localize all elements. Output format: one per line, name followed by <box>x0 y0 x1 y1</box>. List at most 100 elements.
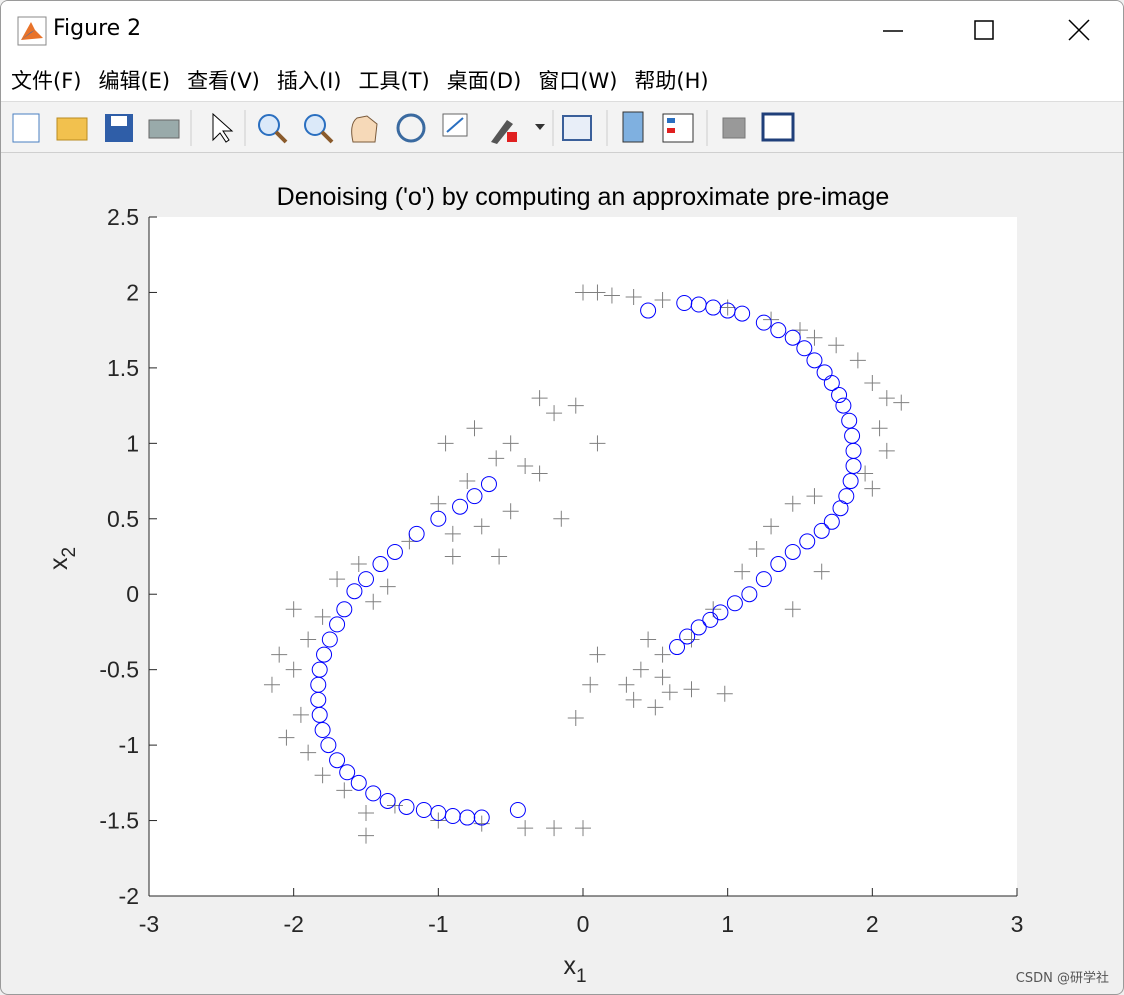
menu-item[interactable]: 桌面(D) <box>446 69 522 93</box>
data-point <box>625 288 642 305</box>
data-point <box>841 412 858 429</box>
x-tick-label: -2 <box>283 911 303 937</box>
data-point <box>292 706 309 723</box>
tool-button[interactable] <box>442 113 468 137</box>
data-point <box>741 586 758 603</box>
data-point <box>314 608 331 625</box>
data-point <box>502 435 519 452</box>
data-point <box>437 435 454 452</box>
data-point <box>320 737 337 754</box>
y-axis-label-text: x <box>45 557 73 570</box>
x-tick-label: -1 <box>428 911 448 937</box>
data-point <box>336 782 353 799</box>
data-point <box>517 457 534 474</box>
x-tick-label: 0 <box>577 911 590 937</box>
data-point <box>823 374 840 391</box>
data-point <box>466 488 483 505</box>
tool-button[interactable] <box>12 113 40 143</box>
data-point <box>842 473 859 490</box>
x-tick-label: -3 <box>139 911 159 937</box>
x-tick-label: 2 <box>866 911 879 937</box>
data-point <box>452 498 469 515</box>
x-axis-label-sub: 1 <box>576 966 587 987</box>
menu-item[interactable]: 窗口(W) <box>538 69 618 93</box>
data-point <box>864 374 881 391</box>
data-point <box>857 465 874 482</box>
watermark: CSDN @研学社 <box>1015 971 1109 986</box>
data-point <box>408 525 425 542</box>
data-point <box>531 390 548 407</box>
tool-button[interactable] <box>304 114 334 144</box>
data-point <box>603 287 620 304</box>
data-point <box>813 563 830 580</box>
data-point <box>878 390 895 407</box>
data-point <box>365 593 382 610</box>
tool-button[interactable] <box>622 111 644 143</box>
tool-button[interactable] <box>722 117 746 139</box>
tool-button[interactable] <box>491 120 545 144</box>
y-tick-label: -2 <box>119 883 139 909</box>
data-point <box>878 442 895 459</box>
data-point <box>640 302 657 319</box>
data-point <box>763 518 780 535</box>
data-point <box>480 476 497 493</box>
app-icon <box>17 16 47 46</box>
tool-button[interactable] <box>212 112 234 143</box>
data-point <box>734 563 751 580</box>
data-point <box>321 631 338 648</box>
window-controls <box>883 19 1090 41</box>
tool-button[interactable] <box>148 119 180 139</box>
y-tick-label: 2 <box>126 279 139 305</box>
data-point <box>473 815 490 832</box>
close-button[interactable] <box>1068 19 1090 41</box>
menu-item[interactable]: 文件(F) <box>11 69 82 93</box>
data-point <box>654 646 671 663</box>
tool-button[interactable] <box>258 114 288 144</box>
tool-button[interactable] <box>56 117 88 141</box>
menu-item[interactable]: 查看(V) <box>187 69 260 93</box>
data-point <box>864 480 881 497</box>
data-point <box>350 774 367 791</box>
maximize-button[interactable] <box>974 20 994 40</box>
menu-item[interactable]: 帮助(H) <box>634 69 709 93</box>
data-point <box>831 387 848 404</box>
x-tick-label: 3 <box>1011 911 1024 937</box>
data-point <box>582 676 599 693</box>
data-point <box>784 495 801 512</box>
data-point <box>784 601 801 618</box>
data-point <box>329 571 346 588</box>
tool-button[interactable] <box>396 113 426 143</box>
data-point <box>654 291 671 308</box>
tool-button[interactable] <box>761 112 795 142</box>
data-point <box>806 352 823 369</box>
data-point <box>734 305 751 322</box>
y-tick-label: 0.5 <box>107 506 139 532</box>
data-point <box>379 792 396 809</box>
data-point <box>398 798 415 815</box>
data-point <box>716 685 733 702</box>
data-point <box>271 646 288 663</box>
tool-button[interactable] <box>662 113 694 143</box>
data-point <box>517 820 534 837</box>
data-point <box>567 709 584 726</box>
menu-item[interactable]: 工具(T) <box>358 69 430 93</box>
y-tick-label: -0.5 <box>99 657 139 683</box>
data-point <box>647 699 664 716</box>
data-point <box>285 601 302 618</box>
data-point <box>459 473 476 490</box>
data-point <box>575 284 591 301</box>
data-point <box>491 548 508 565</box>
data-point <box>669 639 686 656</box>
data-point <box>799 533 816 550</box>
tool-button[interactable] <box>562 115 592 141</box>
tool-button[interactable] <box>105 114 133 142</box>
data-point <box>285 661 302 678</box>
menu-item[interactable]: 编辑(E) <box>98 69 171 93</box>
data-point <box>372 556 389 573</box>
data-point <box>546 405 563 422</box>
menu-item[interactable]: 插入(I) <box>276 69 342 93</box>
tool-button[interactable] <box>351 115 378 143</box>
data-point <box>828 337 845 354</box>
data-point <box>300 744 317 761</box>
